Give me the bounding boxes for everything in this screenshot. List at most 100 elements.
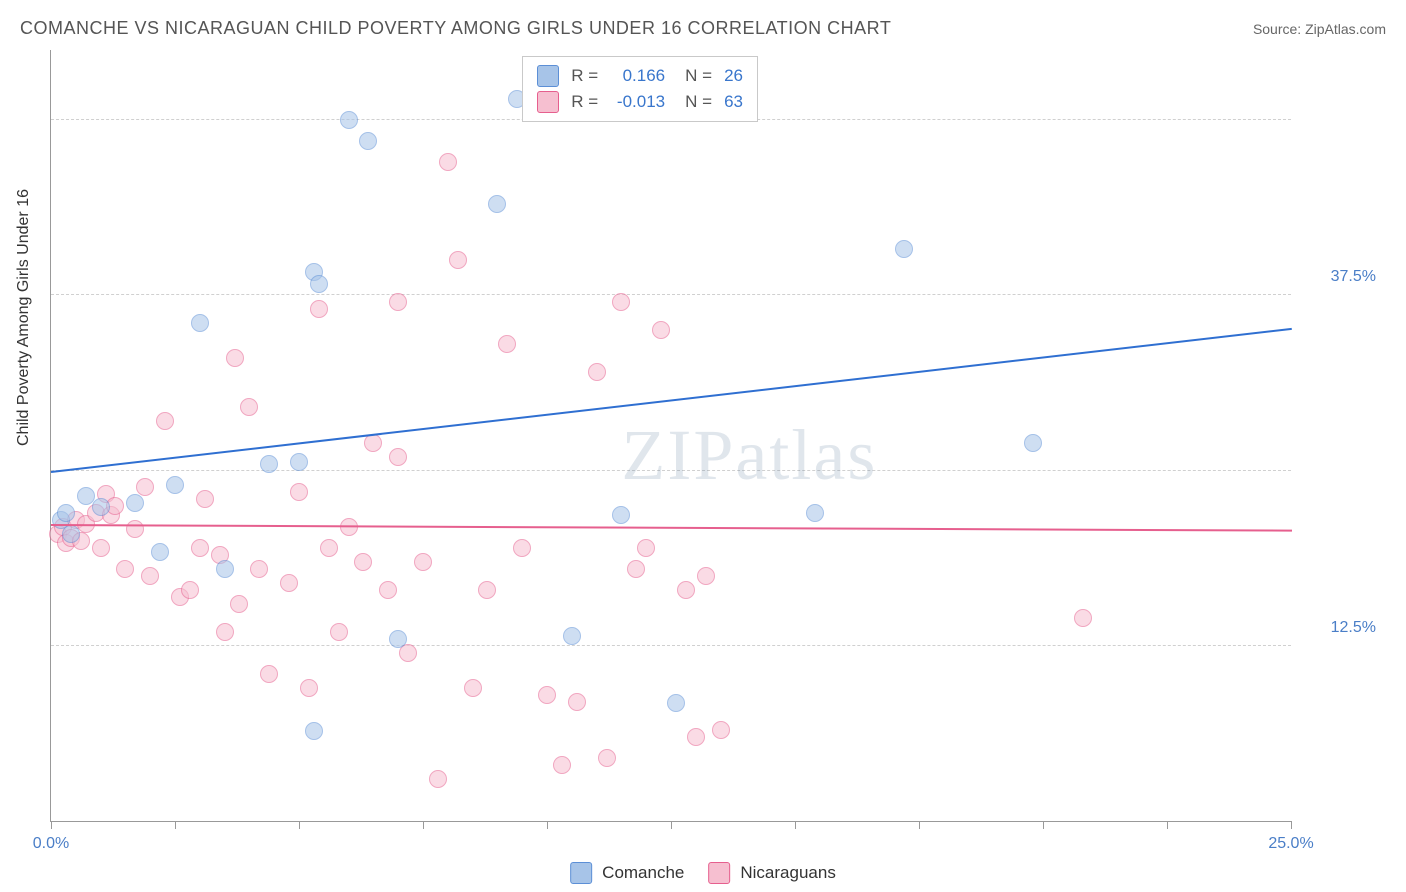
trendline (51, 524, 1292, 532)
watermark: ZIPatlas (621, 414, 877, 497)
scatter-marker (181, 581, 199, 599)
scatter-marker (320, 539, 338, 557)
scatter-marker (280, 574, 298, 592)
legend-row: R = 0.166 N = 26 (537, 63, 743, 89)
scatter-marker (226, 349, 244, 367)
scatter-marker (389, 448, 407, 466)
scatter-marker (414, 553, 432, 571)
scatter-marker (389, 293, 407, 311)
y-tick-label: 12.5% (1306, 619, 1376, 637)
x-tick (423, 821, 424, 829)
scatter-marker (429, 770, 447, 788)
legend-n-value: 26 (724, 66, 743, 86)
x-tick (1043, 821, 1044, 829)
scatter-marker (62, 525, 80, 543)
scatter-marker (563, 627, 581, 645)
scatter-marker (92, 539, 110, 557)
scatter-marker (310, 300, 328, 318)
scatter-marker (260, 665, 278, 683)
x-tick-label: 25.0% (1268, 835, 1313, 853)
legend-correlation: R = 0.166 N = 26 R = -0.013 N = 63 (522, 56, 758, 122)
x-tick-label: 0.0% (33, 835, 69, 853)
scatter-marker (588, 363, 606, 381)
x-tick (1167, 821, 1168, 829)
scatter-marker (196, 490, 214, 508)
scatter-marker (1074, 609, 1092, 627)
scatter-marker (697, 567, 715, 585)
scatter-marker (1024, 434, 1042, 452)
scatter-marker (488, 195, 506, 213)
y-axis-title: Child Poverty Among Girls Under 16 (15, 189, 33, 446)
scatter-marker (300, 679, 318, 697)
x-tick (51, 821, 52, 829)
scatter-marker (230, 595, 248, 613)
gridline-h (51, 294, 1291, 295)
scatter-marker (553, 756, 571, 774)
scatter-marker (612, 506, 630, 524)
legend-swatch (570, 862, 592, 884)
x-tick (1291, 821, 1292, 829)
scatter-marker (305, 722, 323, 740)
scatter-marker (240, 398, 258, 416)
scatter-marker (191, 539, 209, 557)
legend-r-value: 0.166 (610, 66, 665, 86)
scatter-marker (156, 412, 174, 430)
scatter-marker (141, 567, 159, 585)
legend-r-value: -0.013 (610, 92, 665, 112)
scatter-marker (379, 581, 397, 599)
scatter-marker (126, 494, 144, 512)
scatter-marker (895, 240, 913, 258)
legend-n-label: N = (685, 66, 712, 86)
scatter-marker (478, 581, 496, 599)
chart-header: COMANCHE VS NICARAGUAN CHILD POVERTY AMO… (20, 18, 1386, 39)
x-tick (671, 821, 672, 829)
scatter-marker (627, 560, 645, 578)
legend-n-value: 63 (724, 92, 743, 112)
chart-title: COMANCHE VS NICARAGUAN CHILD POVERTY AMO… (20, 18, 891, 39)
scatter-marker (598, 749, 616, 767)
legend-row: R = -0.013 N = 63 (537, 89, 743, 115)
scatter-marker (330, 623, 348, 641)
scatter-marker (667, 694, 685, 712)
scatter-marker (449, 251, 467, 269)
scatter-marker (612, 293, 630, 311)
scatter-marker (57, 504, 75, 522)
scatter-marker (92, 498, 110, 516)
scatter-marker (151, 543, 169, 561)
scatter-marker (637, 539, 655, 557)
x-tick (547, 821, 548, 829)
y-tick-label: 37.5% (1306, 268, 1376, 286)
legend-r-label: R = (571, 92, 598, 112)
scatter-marker (806, 504, 824, 522)
x-tick (175, 821, 176, 829)
legend-swatch (537, 91, 559, 113)
scatter-marker (290, 453, 308, 471)
scatter-marker (513, 539, 531, 557)
legend-r-label: R = (571, 66, 598, 86)
chart-container: 12.5%37.5%0.0%25.0%ZIPatlasR =0.166N =26… (50, 50, 1386, 842)
scatter-marker (538, 686, 556, 704)
x-tick (795, 821, 796, 829)
scatter-marker (126, 520, 144, 538)
scatter-marker (216, 623, 234, 641)
scatter-marker (191, 314, 209, 332)
scatter-marker (498, 335, 516, 353)
legend-swatch (537, 65, 559, 87)
scatter-marker (652, 321, 670, 339)
scatter-marker (354, 553, 372, 571)
legend-label: Nicaraguans (740, 863, 835, 883)
scatter-marker (340, 111, 358, 129)
legend-item: Nicaraguans (708, 862, 835, 884)
legend-bottom: Comanche Nicaraguans (570, 862, 836, 884)
scatter-marker (568, 693, 586, 711)
scatter-marker (389, 630, 407, 648)
plot-area: 12.5%37.5%0.0%25.0%ZIPatlasR =0.166N =26… (50, 50, 1291, 822)
scatter-marker (166, 476, 184, 494)
scatter-marker (464, 679, 482, 697)
legend-item: Comanche (570, 862, 684, 884)
gridline-h (51, 470, 1291, 471)
gridline-h (51, 645, 1291, 646)
x-tick (299, 821, 300, 829)
scatter-marker (290, 483, 308, 501)
legend-n-label: N = (685, 92, 712, 112)
